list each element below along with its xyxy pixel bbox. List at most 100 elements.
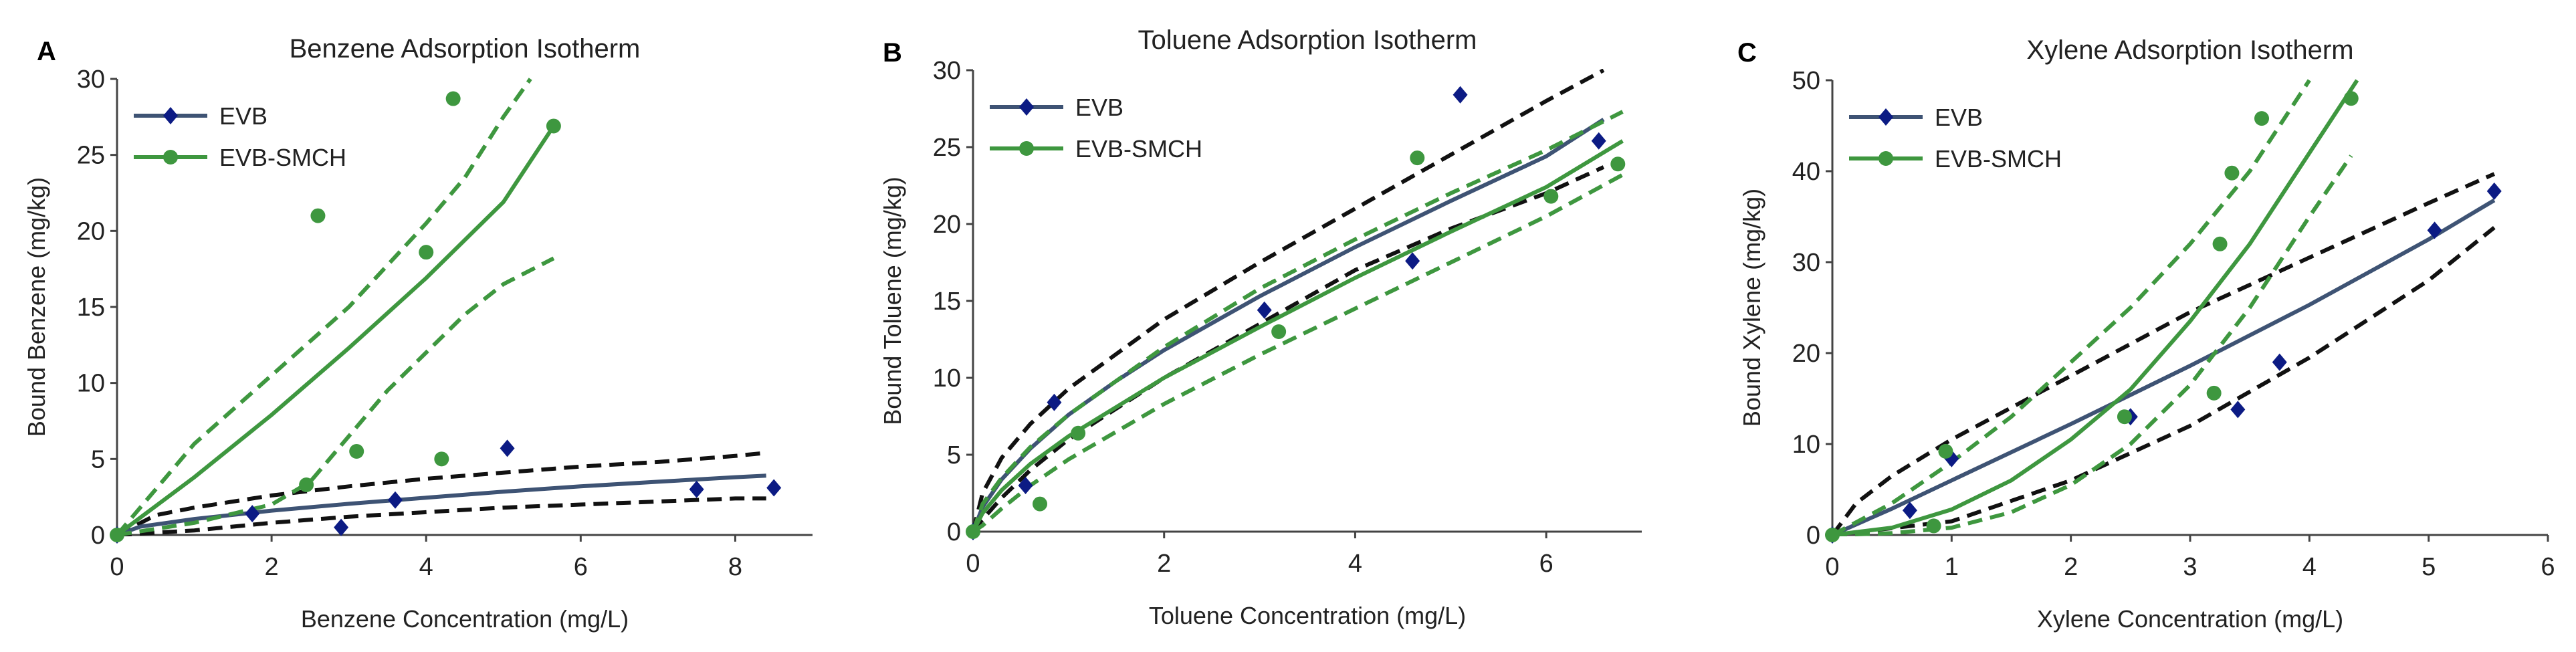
smch-data-point	[1825, 528, 1840, 542]
smch-ci-lower-line	[1832, 154, 2353, 536]
y-tick-label: 25	[77, 142, 105, 170]
legend: EVB EVB-SMCH	[134, 102, 346, 171]
x-axis-label: Xylene Concentration (mg/L)	[2037, 605, 2343, 633]
evb-data-point	[766, 479, 782, 497]
smch-ci-upper-line	[1832, 79, 2311, 536]
smch-data-point	[2254, 111, 2269, 126]
evb-data-point	[2486, 182, 2502, 200]
x-tick-label: 0	[966, 550, 980, 578]
y-tick-label: 20	[77, 217, 105, 245]
evb-data-point	[1257, 301, 1272, 319]
y-axis-label: Bound Benzene (mg/kg)	[23, 177, 50, 437]
legend-evb-marker	[163, 107, 178, 124]
x-tick-label: 2	[265, 553, 279, 581]
smch-ci-upper-line	[117, 78, 532, 536]
evb-data-point	[689, 480, 704, 498]
x-tick-label: 6	[574, 553, 588, 581]
y-tick-label: 50	[1792, 67, 1820, 95]
legend: EVB EVB-SMCH	[990, 94, 1202, 162]
y-tick-label: 0	[1806, 522, 1820, 550]
evb-data-point	[2427, 221, 2442, 239]
y-tick-label: 5	[91, 445, 105, 473]
chart-panel-c: C Xylene Adsorption Isotherm 0 10 20 30 40 50 0 1…	[1737, 35, 2555, 633]
legend-evb-label: EVB	[1075, 94, 1123, 121]
y-tick-label: 10	[1792, 431, 1820, 459]
legend-evb-label: EVB	[1935, 104, 1983, 131]
evb-data-point	[1591, 132, 1606, 150]
x-tick-label: 5	[2422, 553, 2436, 581]
evb-data-point	[334, 518, 349, 536]
smch-data-point	[1543, 189, 1559, 204]
chart-panel-b: B Toluene Adsorption Isotherm051015202530…	[879, 25, 1642, 629]
chart-title: Benzene Adsorption Isotherm	[290, 34, 641, 64]
x-tick-label: 2	[2064, 553, 2078, 581]
y-axis-label: Bound Toluene (mg/kg)	[879, 177, 906, 425]
x-tick-label: 3	[2183, 553, 2197, 581]
legend-evb-marker	[1019, 98, 1034, 116]
evb-data-point	[388, 491, 403, 509]
smch-fit-line	[973, 139, 1624, 533]
smch-data-point	[349, 443, 364, 459]
smch-data-point	[1938, 443, 1953, 459]
smch-data-point	[434, 451, 449, 467]
y-tick-label: 30	[1792, 249, 1820, 277]
legend-evb-marker	[1879, 108, 1893, 126]
smch-ci-upper-line	[973, 110, 1624, 532]
legend-smch-label: EVB-SMCH	[219, 144, 346, 171]
legend-smch-marker	[163, 150, 178, 165]
legend: EVB EVB-SMCH	[1849, 104, 2062, 173]
evb-ci-lower-line	[1832, 225, 2496, 536]
curves	[117, 78, 766, 536]
y-tick-label: 20	[933, 211, 961, 239]
evb-data-point	[500, 439, 515, 457]
smch-fit-line	[117, 124, 556, 536]
smch-data-point	[445, 91, 461, 106]
evb-data-point	[245, 505, 260, 523]
evb-ci-upper-line	[117, 451, 766, 536]
y-tick-label: 0	[91, 522, 105, 550]
evb-ci-upper-line	[973, 69, 1605, 532]
evb-fit-line	[1832, 198, 2496, 536]
smch-ci-lower-line	[117, 256, 555, 536]
smch-data-point	[2212, 236, 2228, 251]
x-tick-label: 6	[1539, 550, 1553, 578]
smch-data-point	[546, 118, 561, 134]
evb-ci-lower-line	[973, 165, 1605, 533]
smch-data-point	[110, 528, 124, 542]
y-tick-label: 25	[933, 134, 961, 162]
x-tick-label: 0	[110, 553, 124, 581]
smch-data-point	[2343, 91, 2359, 106]
y-tick-label: 40	[1792, 158, 1820, 186]
y-tick-label: 0	[947, 518, 961, 546]
x-tick-label: 0	[1825, 553, 1839, 581]
y-tick-label: 15	[77, 294, 105, 322]
y-tick-label: 30	[933, 57, 961, 85]
smch-data-point	[1033, 496, 1047, 512]
x-tick-label: 1	[1945, 553, 1959, 581]
evb-data-point	[1405, 252, 1420, 270]
x-axis-label: Benzene Concentration (mg/L)	[301, 605, 629, 633]
smch-data-point	[1926, 518, 1941, 534]
panel-letter: A	[37, 37, 56, 66]
curves	[973, 69, 1624, 533]
chart-title: Xylene Adsorption Isotherm	[2026, 35, 2353, 65]
x-tick-label: 8	[728, 553, 742, 581]
x-tick-label: 4	[2302, 553, 2317, 581]
evb-data-point	[1902, 502, 1917, 520]
x-tick-label: 4	[1348, 550, 1362, 578]
evb-ci-lower-line	[117, 496, 766, 536]
smch-data-point	[1271, 324, 1287, 339]
curves	[1832, 79, 2496, 536]
legend-smch-label: EVB-SMCH	[1935, 145, 2062, 173]
smch-data-point	[310, 208, 326, 223]
y-tick-label: 5	[947, 441, 961, 469]
smch-fit-line	[1832, 79, 2359, 536]
y-axis-label: Bound Xylene (mg/kg)	[1738, 189, 1765, 427]
chart-panel-a: A Benzene Adsorption Isotherm051015202530…	[23, 34, 813, 633]
smch-data-point	[2206, 385, 2222, 401]
legend-smch-marker	[1879, 151, 1893, 166]
x-axis-label: Toluene Concentration (mg/L)	[1149, 602, 1466, 629]
y-tick-label: 10	[77, 370, 105, 398]
panel-letter: B	[883, 38, 902, 68]
